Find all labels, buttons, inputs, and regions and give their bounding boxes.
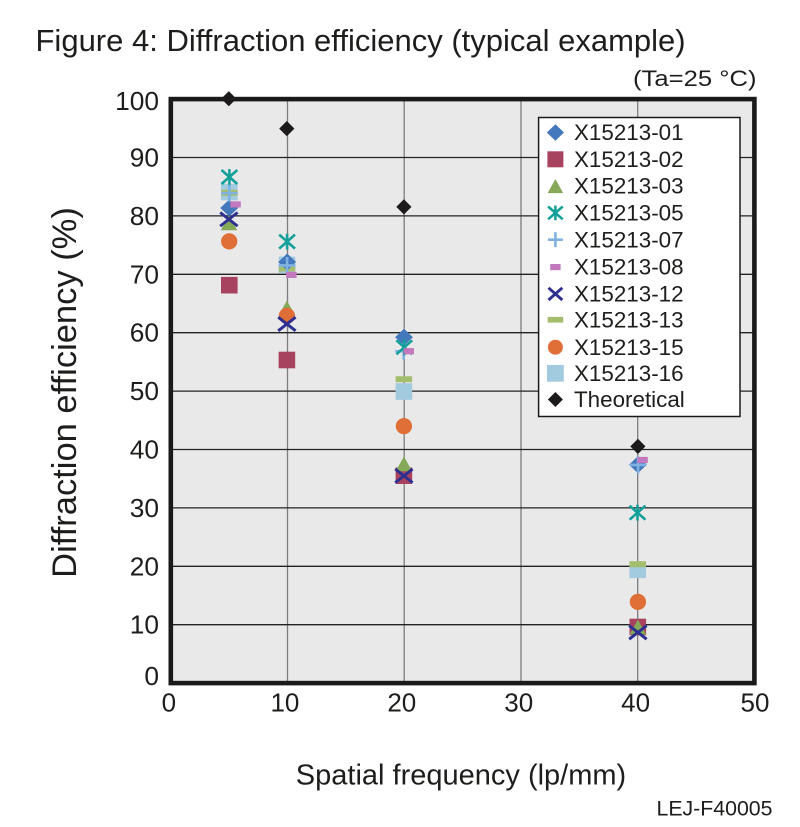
svg-text:40: 40 bbox=[621, 688, 650, 718]
svg-text:X15213-01: X15213-01 bbox=[574, 120, 684, 145]
svg-text:LEJ-F40005: LEJ-F40005 bbox=[656, 797, 772, 821]
svg-text:30: 30 bbox=[504, 688, 533, 718]
svg-text:(Ta=25 °C): (Ta=25 °C) bbox=[633, 66, 757, 91]
svg-text:Theoretical: Theoretical bbox=[574, 387, 685, 412]
svg-text:50: 50 bbox=[741, 688, 770, 718]
svg-text:X15213-13: X15213-13 bbox=[574, 307, 684, 332]
svg-text:X15213-15: X15213-15 bbox=[574, 335, 684, 360]
svg-text:X15213-02: X15213-02 bbox=[574, 147, 684, 172]
svg-text:X15213-16: X15213-16 bbox=[574, 361, 684, 386]
svg-text:0: 0 bbox=[162, 688, 176, 718]
svg-text:70: 70 bbox=[130, 259, 159, 289]
svg-text:40: 40 bbox=[130, 435, 159, 465]
svg-text:Spatial frequency (lp/mm): Spatial frequency (lp/mm) bbox=[296, 760, 626, 792]
svg-text:10: 10 bbox=[270, 688, 299, 718]
svg-text:X15213-03: X15213-03 bbox=[574, 174, 684, 199]
svg-text:X15213-07: X15213-07 bbox=[574, 227, 684, 252]
svg-text:Figure 4: Diffraction efficien: Figure 4: Diffraction efficiency (typica… bbox=[36, 23, 686, 58]
svg-text:X15213-12: X15213-12 bbox=[574, 282, 684, 307]
svg-text:90: 90 bbox=[130, 143, 159, 173]
svg-text:30: 30 bbox=[130, 493, 159, 523]
svg-text:Diffraction efficiency (%): Diffraction efficiency (%) bbox=[46, 207, 84, 578]
svg-text:0: 0 bbox=[144, 661, 159, 691]
svg-text:20: 20 bbox=[130, 551, 159, 581]
svg-text:20: 20 bbox=[387, 688, 416, 718]
svg-text:10: 10 bbox=[130, 610, 159, 640]
svg-text:60: 60 bbox=[130, 318, 159, 348]
svg-text:100: 100 bbox=[115, 86, 159, 116]
svg-text:X15213-05: X15213-05 bbox=[574, 201, 684, 226]
svg-text:50: 50 bbox=[130, 376, 159, 406]
svg-text:X15213-08: X15213-08 bbox=[574, 255, 684, 280]
svg-text:80: 80 bbox=[130, 201, 159, 231]
